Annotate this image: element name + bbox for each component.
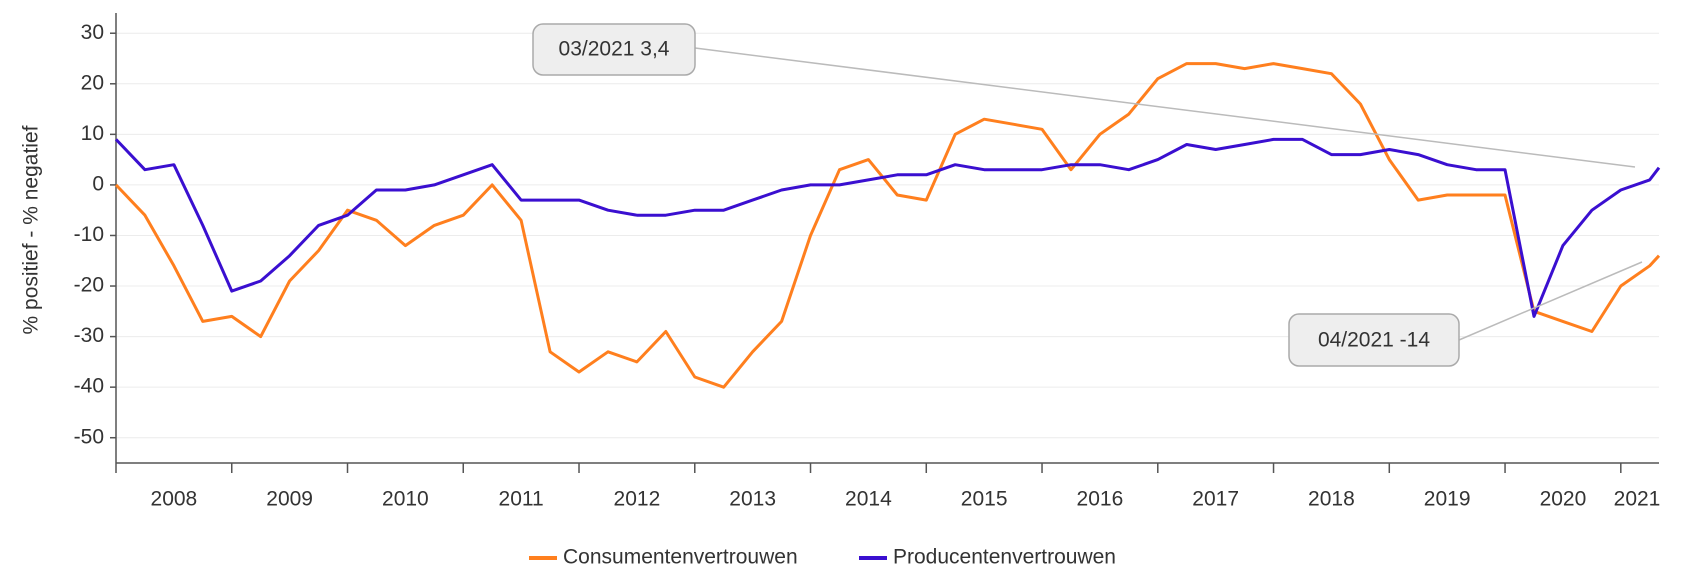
x-tick-label: 2018 [1308,488,1355,511]
x-tick-label: 2009 [266,488,313,511]
x-tick-label: 2020 [1540,488,1587,511]
annotation-pointer [1458,261,1643,341]
annotation: 04/2021 -14 [1318,329,1430,352]
annotation: 03/2021 3,4 [559,38,670,61]
y-tick-label: -40 [74,375,104,398]
x-tick-label: 2014 [845,488,892,511]
x-tick-label: 2013 [729,488,776,511]
x-tick-label: 2019 [1424,488,1471,511]
legend-label: Consumentenvertrouwen [563,546,798,569]
annotation-pointer [694,47,1636,168]
series-line [114,62,1661,389]
x-tick-label: 2017 [1192,488,1239,511]
x-tick-label: 2008 [151,488,198,511]
y-tick-label: 30 [81,21,104,44]
x-tick-label: 2021 [1614,488,1661,511]
x-tick-label: 2016 [1077,488,1124,511]
annotation-box [1288,313,1460,367]
legend-label: Producentenvertrouwen [893,546,1116,569]
y-tick-label: -30 [74,324,104,347]
series-line [114,137,1661,318]
y-axis-label: % positief - % negatief [20,125,43,334]
x-tick-label: 2010 [382,488,429,511]
y-tick-label: 0 [92,172,104,195]
y-tick-label: -50 [74,425,104,448]
y-tick-label: -10 [74,223,104,246]
annotation-box [532,23,696,76]
y-tick-label: -20 [74,274,104,297]
x-tick-label: 2012 [614,488,661,511]
y-tick-label: 10 [81,122,104,145]
y-tick-label: 20 [81,71,104,94]
x-tick-label: 2011 [499,488,544,511]
x-tick-label: 2015 [961,488,1008,511]
